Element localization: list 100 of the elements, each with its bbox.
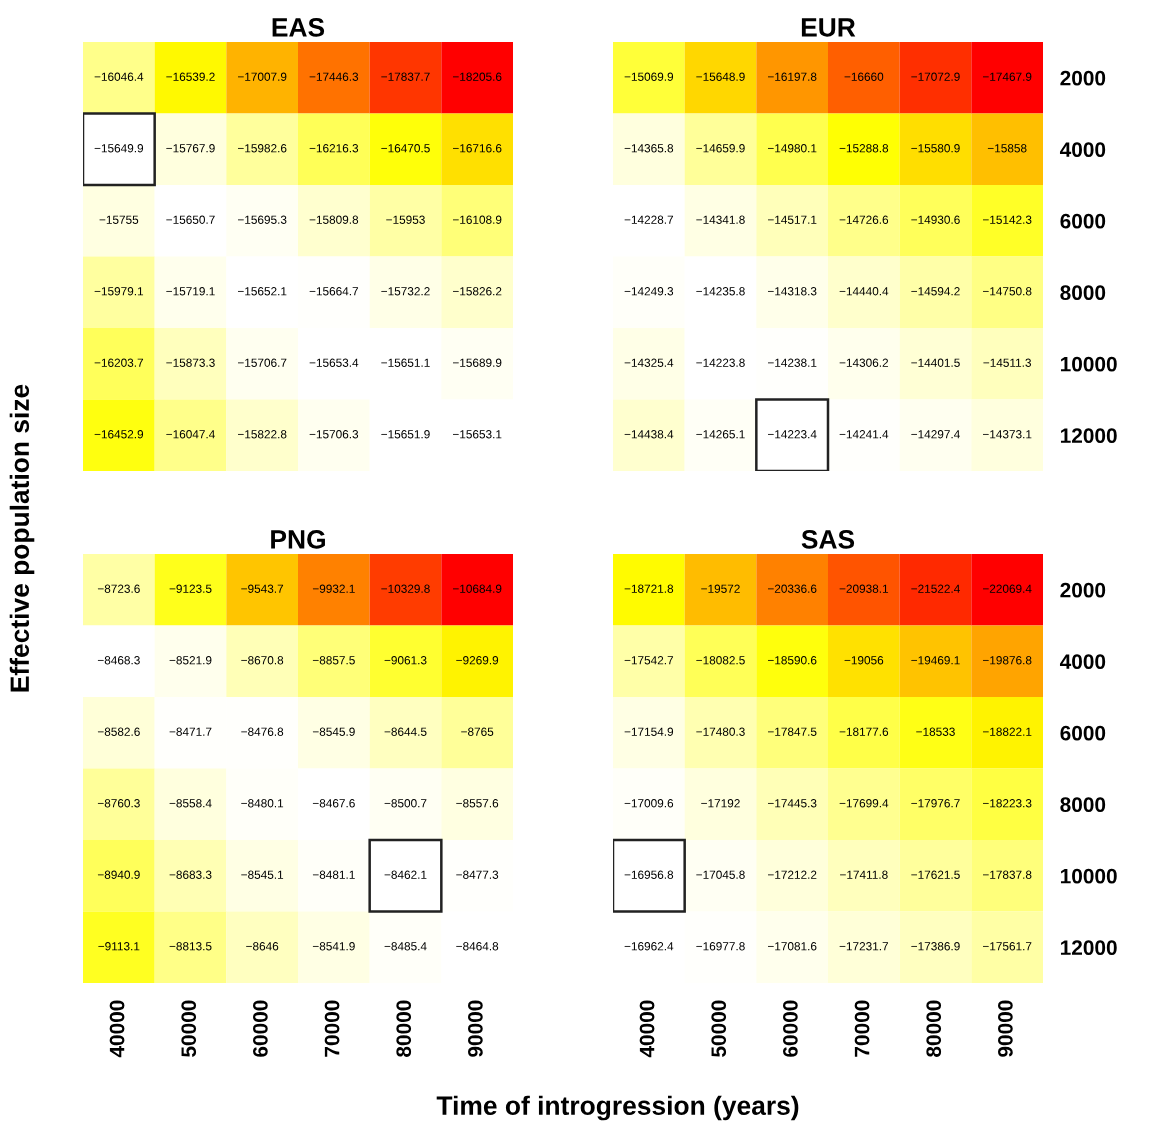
data-label: −15651.9: [381, 430, 430, 439]
data-label: −14440.4: [839, 287, 889, 296]
data-label: −17192: [701, 799, 740, 808]
data-label: −17976.7: [911, 799, 960, 808]
data-label: −14318.3: [767, 287, 817, 296]
x-tick-label: 80000: [396, 1000, 412, 1057]
data-label: −15719.1: [166, 287, 215, 296]
data-label: −8467.6: [312, 799, 355, 808]
data-label: −8471.7: [169, 727, 212, 736]
data-label: −8760.3: [97, 799, 140, 808]
data-label: −8940.9: [97, 870, 140, 879]
data-label: −16716.6: [452, 144, 502, 153]
data-label: −15873.3: [166, 358, 215, 367]
data-label: −17045.8: [696, 870, 745, 879]
data-label: −14511.3: [983, 358, 1031, 367]
x-tick-label: 60000: [253, 1000, 268, 1057]
data-label: −15650.7: [166, 215, 215, 224]
y-tick-label: 12000: [1060, 428, 1117, 443]
data-label: −14726.6: [839, 215, 889, 224]
data-label: −15755: [99, 215, 139, 224]
y-tick-label: 12000: [1060, 940, 1117, 955]
data-label: −8485.4: [384, 942, 427, 951]
data-label: −14980.1: [767, 144, 817, 153]
data-label: −8462.1: [384, 870, 427, 879]
x-tick-label: 70000: [854, 1000, 870, 1057]
data-label: −15649.9: [94, 144, 144, 153]
y-tick-label: 4000: [1059, 654, 1106, 669]
data-label: −18177.6: [839, 727, 889, 736]
data-label: −14341.8: [696, 215, 745, 224]
data-label: −22069.4: [982, 584, 1032, 593]
data-label: −16660: [844, 72, 884, 81]
data-label: −14241.4: [839, 430, 889, 439]
data-label: −15953: [386, 215, 425, 224]
data-label: −16962.4: [624, 942, 674, 951]
data-label: −14325.4: [624, 358, 674, 367]
x-tick-label: 50000: [711, 1000, 727, 1057]
data-label: −15858: [987, 144, 1027, 153]
data-label: −17837.8: [982, 870, 1032, 879]
data-label: −8857.5: [312, 656, 355, 665]
data-label: −16046.4: [94, 72, 144, 81]
data-label: −18822.1: [982, 727, 1032, 736]
data-label: −16216.3: [309, 144, 359, 153]
data-label: −18205.6: [452, 72, 502, 81]
data-label: −19876.8: [982, 656, 1032, 665]
data-label: −19056: [844, 656, 884, 665]
data-label: −16047.4: [166, 430, 215, 439]
y-tick-label: 8000: [1060, 797, 1106, 812]
data-label: −15822.8: [237, 430, 287, 439]
data-label: −8468.3: [97, 656, 140, 665]
data-label: −16956.8: [624, 870, 674, 879]
data-label: −8558.4: [169, 799, 212, 808]
data-label: −15653.4: [309, 358, 359, 367]
data-label: −15695.3: [237, 215, 287, 224]
data-label: −15706.7: [237, 358, 287, 367]
x-tick-label: 40000: [109, 1000, 125, 1058]
chart-title: EAS: [272, 18, 325, 37]
data-label: −21522.4: [911, 584, 960, 593]
data-label: −15979.1: [94, 287, 144, 296]
data-label: −9269.9: [456, 656, 499, 665]
x-tick-label: 80000: [926, 1000, 942, 1057]
data-label: −17467.9: [982, 72, 1032, 81]
data-label: −16470.5: [381, 144, 430, 153]
data-label: −15648.9: [696, 72, 745, 81]
data-label: −14659.9: [696, 144, 745, 153]
y-tick-label: 2000: [1060, 70, 1106, 86]
data-label: −15826.2: [452, 287, 502, 296]
data-label: −15069.9: [624, 72, 674, 81]
data-label: −14265.1: [696, 430, 745, 439]
data-label: −10684.9: [452, 584, 502, 593]
data-label: −8557.6: [456, 799, 499, 808]
data-label: −8813.5: [169, 942, 212, 951]
data-label: −18082.5: [696, 656, 745, 665]
data-label: −15706.3: [309, 430, 359, 439]
data-label: −15982.6: [237, 144, 287, 153]
data-label: −9543.7: [241, 584, 284, 593]
data-label: −15651.1: [381, 358, 430, 367]
chart-title: SAS: [801, 530, 855, 549]
data-label: −8683.3: [169, 870, 212, 879]
data-label: −14365.8: [624, 144, 674, 153]
chart-title: PNG: [271, 530, 325, 549]
data-label: −16203.7: [94, 358, 144, 367]
y-tick-label: 6000: [1060, 725, 1106, 741]
data-label: −8541.9: [312, 942, 355, 951]
chart-title: EUR: [801, 18, 856, 37]
data-label: −15142.3: [982, 215, 1032, 224]
data-label: −17561.7: [982, 942, 1032, 951]
data-label: −17072.9: [911, 72, 960, 81]
data-label: −14401.5: [911, 358, 960, 367]
data-label: −15767.9: [166, 144, 215, 153]
y-tick-label: 10000: [1060, 356, 1117, 372]
data-label: −17621.5: [911, 870, 960, 879]
data-label: −18590.6: [767, 656, 817, 665]
data-label: −16539.2: [166, 72, 215, 81]
data-label: −10329.8: [381, 584, 430, 593]
y-axis-title: Effective population size: [9, 384, 35, 692]
y-tick-label: 6000: [1060, 213, 1106, 229]
data-label: −17699.4: [839, 799, 889, 808]
data-label: −9113.1: [98, 942, 140, 951]
data-label: −15653.1: [452, 430, 502, 439]
data-label: −8545.1: [241, 870, 284, 879]
